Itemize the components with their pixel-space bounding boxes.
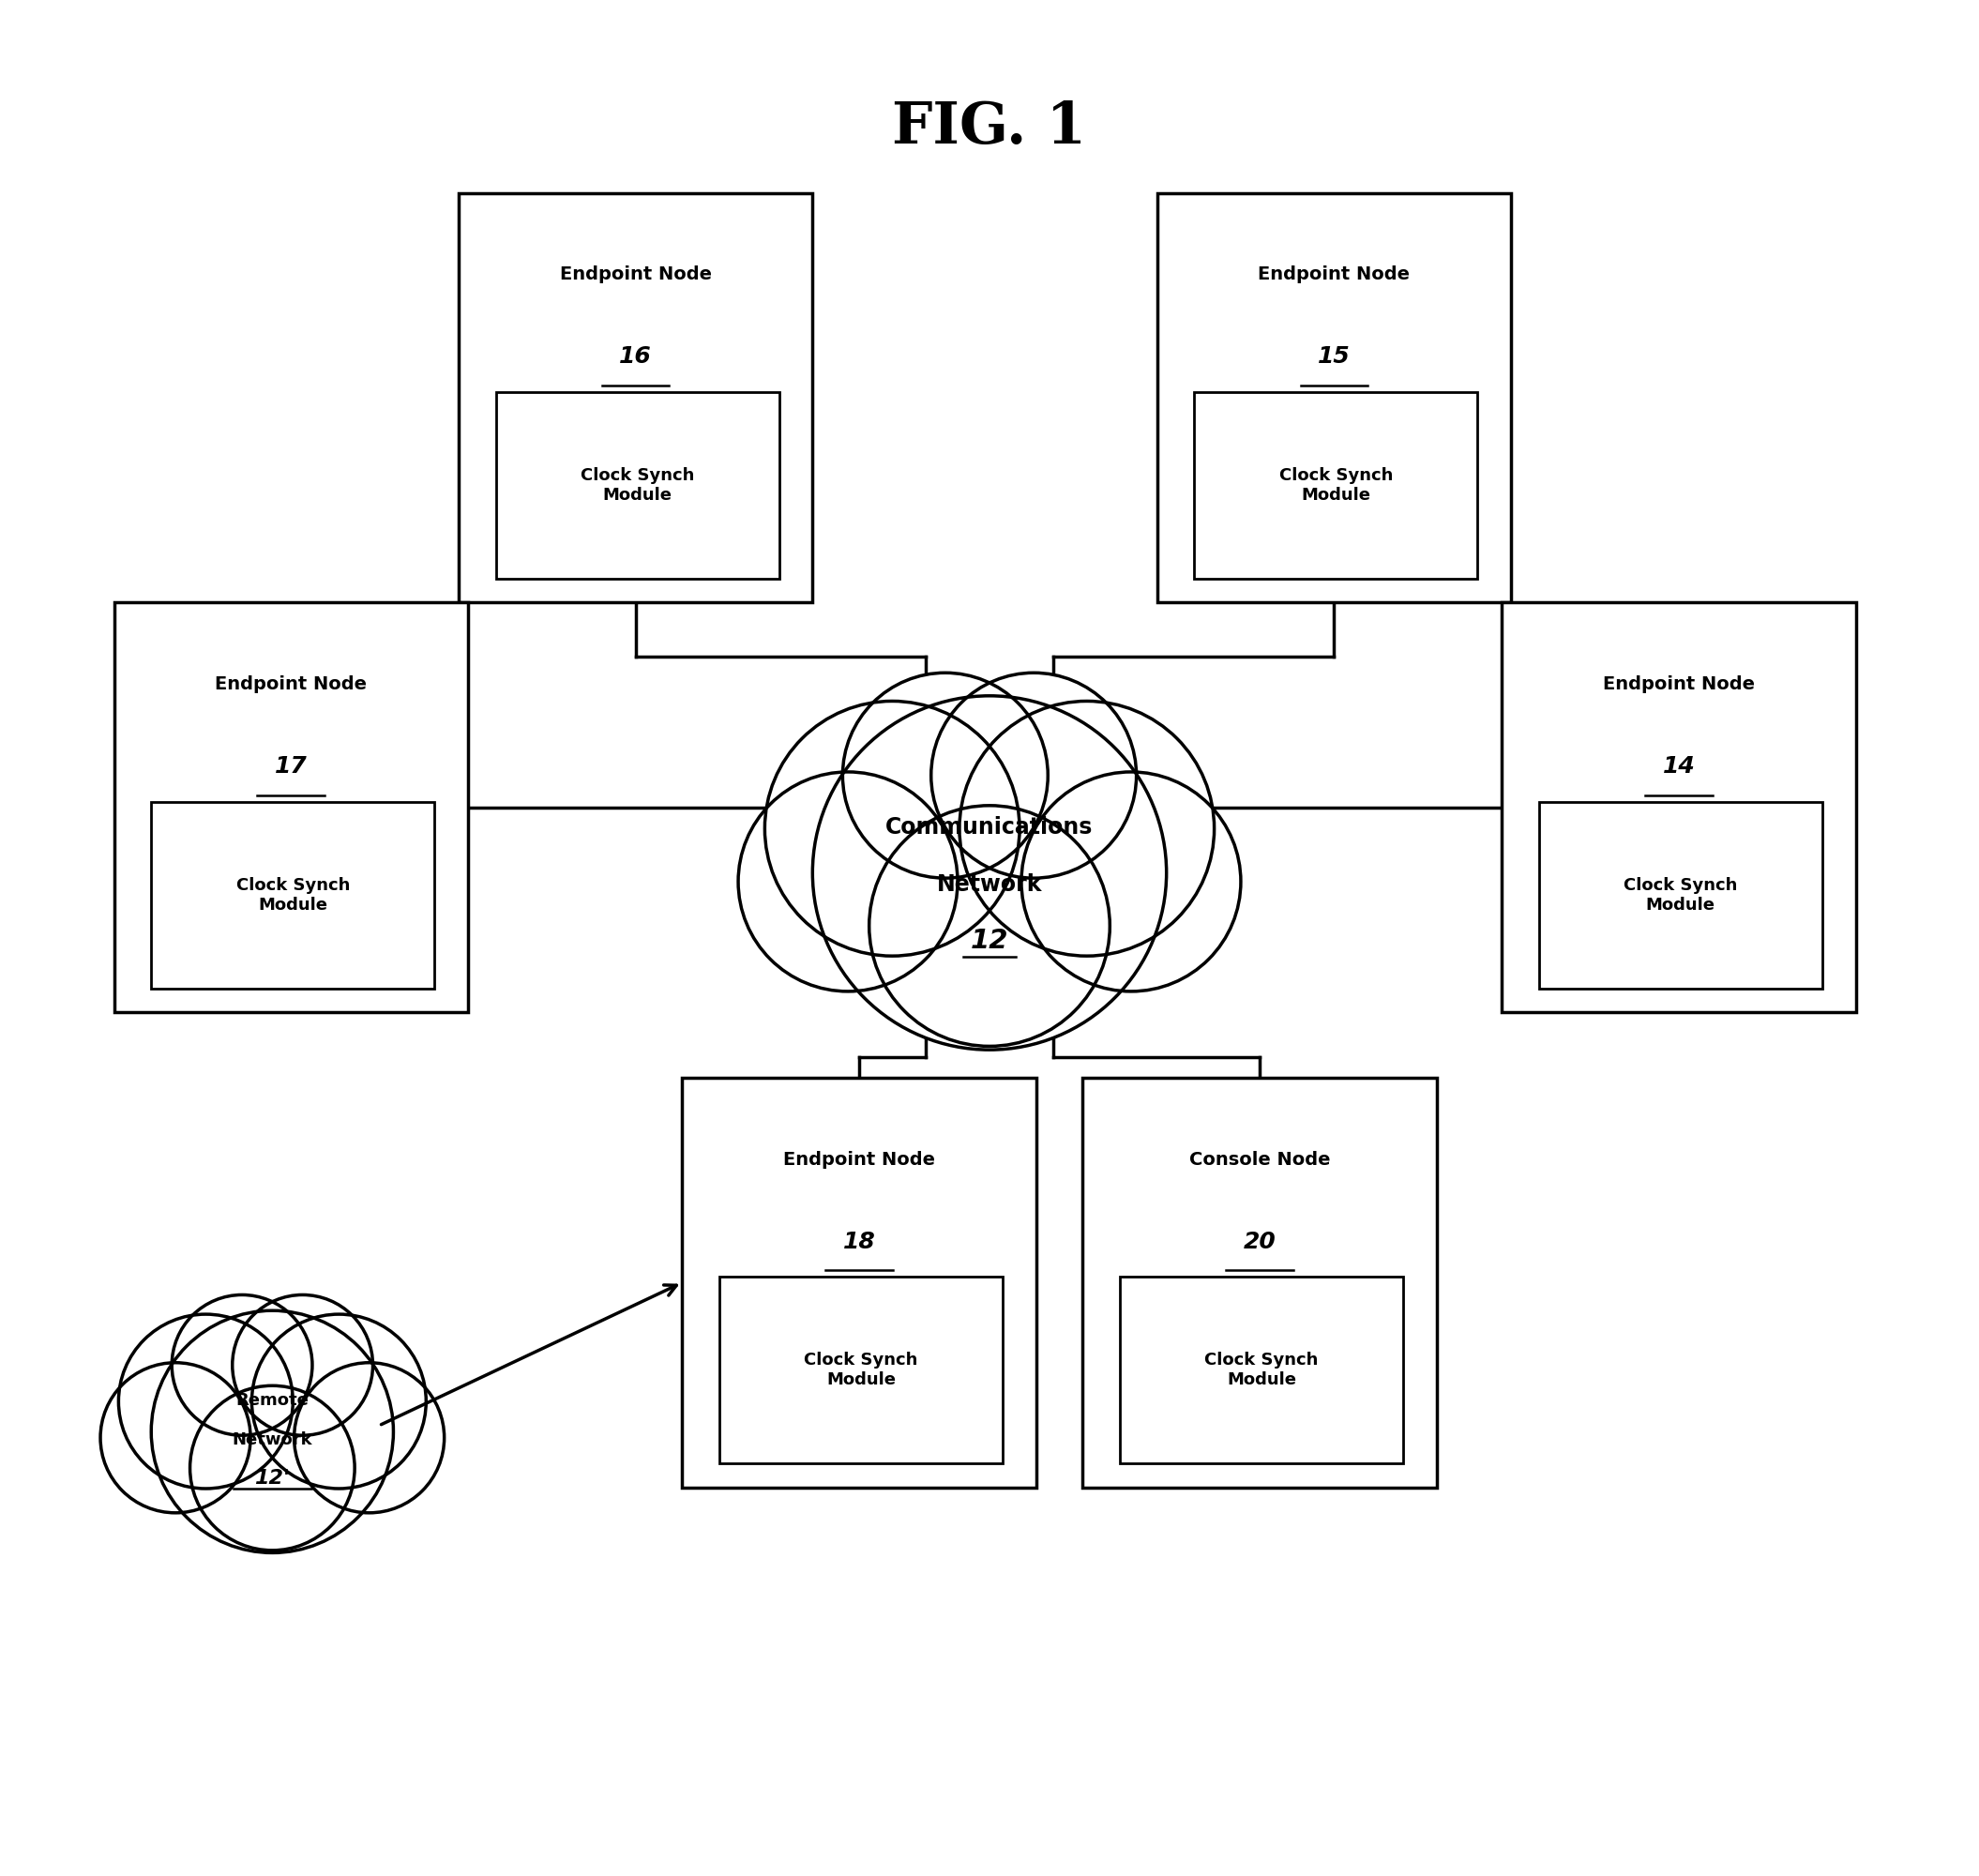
Text: Clock Synch
Module: Clock Synch Module (1205, 1353, 1318, 1388)
Text: FIG. 1: FIG. 1 (893, 99, 1086, 156)
FancyBboxPatch shape (115, 602, 467, 1013)
Text: 18: 18 (843, 1231, 875, 1253)
Circle shape (190, 1386, 354, 1550)
FancyBboxPatch shape (1120, 1278, 1403, 1463)
Text: Clock Synch
Module: Clock Synch Module (1623, 876, 1738, 914)
Text: Clock Synch
Module: Clock Synch Module (236, 876, 350, 914)
FancyBboxPatch shape (150, 803, 433, 989)
Text: Clock Synch
Module: Clock Synch Module (1278, 467, 1393, 503)
Circle shape (813, 696, 1166, 1051)
Circle shape (738, 771, 958, 991)
Text: Network: Network (232, 1431, 313, 1448)
Circle shape (1021, 771, 1241, 991)
Circle shape (930, 673, 1136, 878)
Circle shape (764, 702, 1019, 957)
Circle shape (843, 673, 1049, 878)
Text: Endpoint Node: Endpoint Node (560, 266, 712, 283)
Text: 12': 12' (255, 1469, 291, 1488)
FancyBboxPatch shape (1158, 193, 1512, 602)
Circle shape (119, 1315, 293, 1488)
FancyBboxPatch shape (1083, 1077, 1437, 1488)
FancyBboxPatch shape (720, 1278, 1003, 1463)
Text: Console Node: Console Node (1189, 1150, 1330, 1169)
Text: 20: 20 (1243, 1231, 1276, 1253)
FancyBboxPatch shape (683, 1077, 1037, 1488)
Text: Endpoint Node: Endpoint Node (784, 1150, 934, 1169)
FancyBboxPatch shape (459, 193, 813, 602)
Text: Endpoint Node: Endpoint Node (216, 675, 366, 694)
Circle shape (232, 1294, 372, 1435)
Text: Endpoint Node: Endpoint Node (1259, 266, 1411, 283)
FancyBboxPatch shape (1502, 602, 1856, 1013)
FancyBboxPatch shape (497, 392, 780, 578)
Text: 17: 17 (275, 756, 307, 779)
Text: Communications: Communications (887, 816, 1092, 839)
Circle shape (150, 1311, 394, 1553)
Circle shape (172, 1294, 313, 1435)
Text: Endpoint Node: Endpoint Node (1603, 675, 1755, 694)
Text: Clock Synch
Module: Clock Synch Module (803, 1353, 918, 1388)
Text: Remote: Remote (236, 1392, 309, 1409)
FancyBboxPatch shape (1195, 392, 1478, 578)
Circle shape (251, 1315, 425, 1488)
Text: Clock Synch
Module: Clock Synch Module (580, 467, 695, 503)
Circle shape (869, 805, 1110, 1047)
Circle shape (101, 1362, 251, 1512)
Text: Network: Network (936, 872, 1043, 895)
Text: 16: 16 (619, 345, 651, 368)
FancyBboxPatch shape (1540, 803, 1823, 989)
Circle shape (960, 702, 1215, 957)
Text: 14: 14 (1662, 756, 1696, 779)
Text: 15: 15 (1318, 345, 1350, 368)
Circle shape (295, 1362, 443, 1512)
Text: 12: 12 (970, 927, 1009, 953)
